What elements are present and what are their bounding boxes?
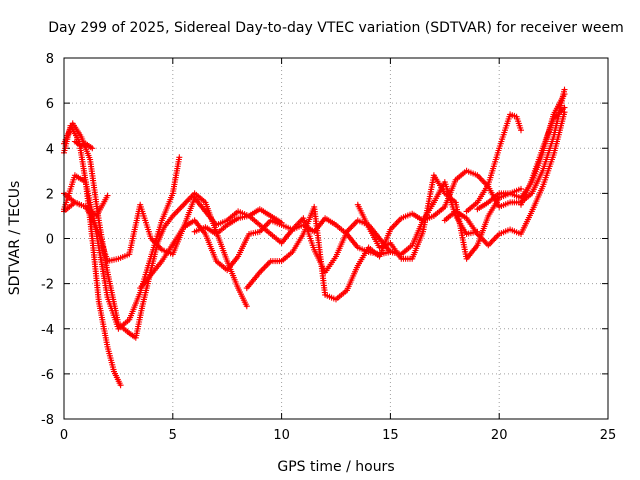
series-track-15	[518, 104, 568, 208]
y-tick-label: 2	[46, 187, 54, 202]
tick-labels: 0 5 10 15 20 25 -8 -6 -4 -2 0 2 4 6 8	[41, 52, 616, 443]
series-markers	[61, 122, 124, 389]
series-markers	[441, 109, 568, 249]
series-layer	[61, 86, 568, 389]
series-track-1	[61, 122, 124, 389]
x-tick-label: 15	[382, 428, 399, 443]
series-markers	[71, 138, 96, 152]
series-track-2	[61, 154, 183, 332]
series-line	[62, 156, 181, 330]
grid-lines	[64, 58, 608, 419]
series-track-10	[354, 172, 524, 262]
series-track-13	[463, 111, 524, 215]
x-tick-label: 10	[273, 428, 290, 443]
series-markers	[61, 154, 183, 332]
y-tick-label: -2	[41, 278, 54, 293]
chart-title: Day 299 of 2025, Sidereal Day-to-day VTE…	[48, 20, 624, 36]
x-axis-label: GPS time / hours	[277, 459, 394, 475]
series-markers	[191, 212, 437, 276]
y-tick-label: -4	[41, 323, 54, 338]
y-tick-label: 4	[46, 142, 54, 157]
series-markers	[463, 111, 524, 215]
y-tick-label: 0	[46, 233, 54, 248]
series-markers	[518, 104, 568, 208]
series-track-6	[71, 138, 96, 152]
y-tick-label: -8	[41, 413, 54, 428]
plot-frame	[63, 57, 609, 420]
series-track-12	[441, 109, 568, 249]
x-tick-label: 5	[169, 428, 177, 443]
x-tick-label: 20	[491, 428, 508, 443]
y-tick-label: 6	[46, 97, 54, 112]
x-tick-label: 25	[600, 428, 617, 443]
series-track-8	[191, 212, 437, 276]
y-tick-label: -6	[41, 368, 54, 383]
y-axis-label: SDTVAR / TECUs	[7, 181, 23, 296]
y-tick-label: 8	[46, 52, 54, 67]
x-tick-label: 0	[60, 428, 68, 443]
